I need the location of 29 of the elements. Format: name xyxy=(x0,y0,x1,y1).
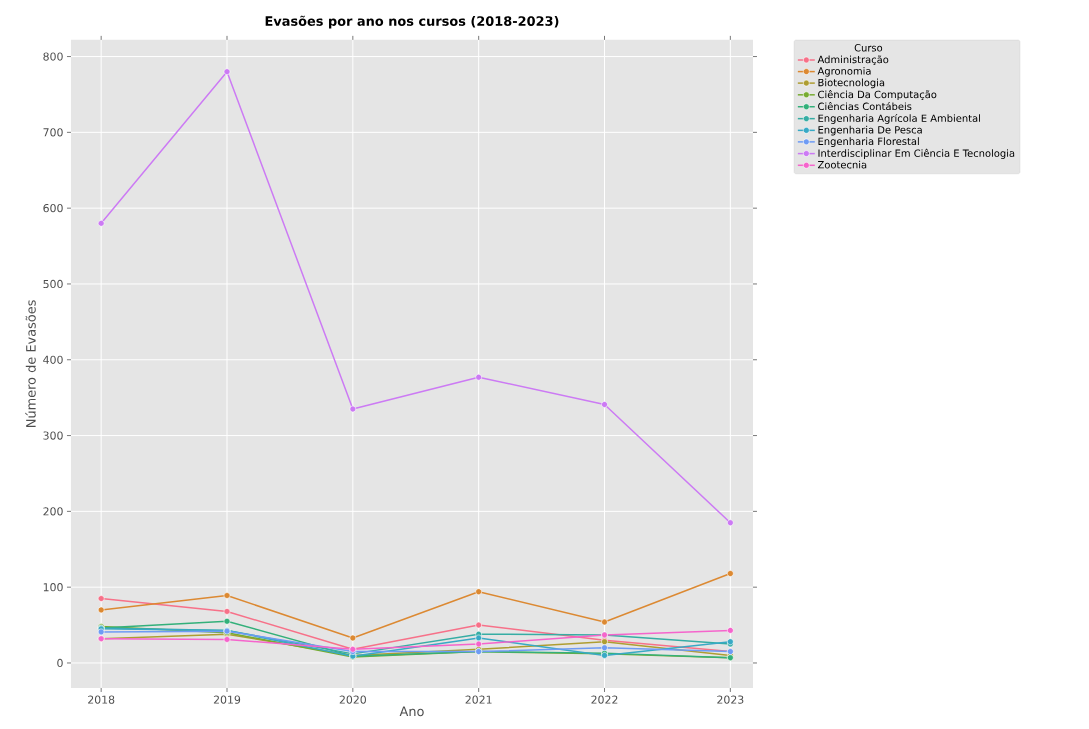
legend-label: Engenharia De Pesca xyxy=(818,125,922,136)
y-tick-label: 500 xyxy=(43,279,63,289)
x-axis-title: Ano xyxy=(399,706,424,717)
y-tick-label: 300 xyxy=(43,431,63,440)
y-tick-label: 0 xyxy=(57,658,63,668)
x-tick-label: 2020 xyxy=(339,695,366,704)
legend-label: Interdisciplinar Em Ciência E Tecnologia xyxy=(818,148,1015,159)
x-tick-label: 2021 xyxy=(465,695,492,704)
legend-label: Agronomia xyxy=(817,67,871,77)
legend-label: Ciência Da Computação xyxy=(818,90,937,101)
y-tick-label: 600 xyxy=(43,204,63,213)
legend-label: Administração xyxy=(817,55,889,66)
y-tick-label: 400 xyxy=(43,355,63,364)
legend-label: Engenharia Agrícola E Ambiental xyxy=(818,113,980,125)
legend-label: Biotecnologia xyxy=(818,78,885,89)
y-tick-label: 200 xyxy=(43,507,63,516)
y-axis-title: Número de Evasões xyxy=(25,300,36,428)
legend-label: Zootecnia xyxy=(817,160,867,169)
y-tick-label: 800 xyxy=(43,52,63,61)
y-tick-label: 700 xyxy=(43,128,63,137)
x-tick-label: 2019 xyxy=(213,695,241,704)
y-tick-label: 100 xyxy=(43,583,63,592)
chart-title: Evasões por ano nos cursos (2018-2023) xyxy=(265,15,559,29)
x-tick-label: 2023 xyxy=(717,695,744,704)
x-tick-label: 2018 xyxy=(88,695,115,704)
x-tick-label: 2022 xyxy=(591,695,618,704)
legend-title: Curso xyxy=(854,44,883,52)
legend-label: Engenharia Florestal xyxy=(818,137,919,148)
legend-label: Ciências Contábeis xyxy=(818,102,912,111)
